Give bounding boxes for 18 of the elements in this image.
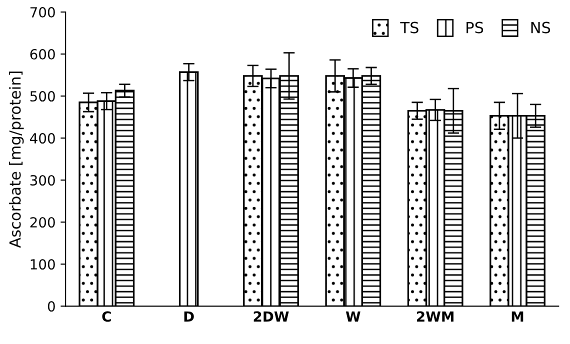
- y-tick-label: 300: [30, 175, 55, 186]
- y-axis-title: Ascorbate [mg/protein]: [8, 72, 24, 248]
- y-tick-label: 700: [30, 7, 55, 18]
- legend-label: PS: [466, 22, 484, 34]
- x-tick-label: D: [184, 311, 194, 322]
- y-tick-label: 500: [30, 91, 55, 102]
- legend-label: TS: [400, 22, 418, 34]
- x-tick-label: C: [102, 311, 111, 322]
- legend-label: NS: [531, 22, 550, 34]
- y-tick-label: 200: [30, 217, 55, 228]
- y-tick-label: 0: [48, 301, 55, 312]
- y-tick-label: 600: [30, 49, 55, 60]
- x-tick-label: 2DW: [254, 311, 289, 322]
- x-tick-label: M: [512, 311, 524, 322]
- y-tick-label: 400: [30, 133, 55, 144]
- x-tick-label: W: [346, 311, 360, 322]
- x-tick-label: 2WM: [417, 311, 454, 322]
- y-tick-label: 100: [30, 259, 55, 270]
